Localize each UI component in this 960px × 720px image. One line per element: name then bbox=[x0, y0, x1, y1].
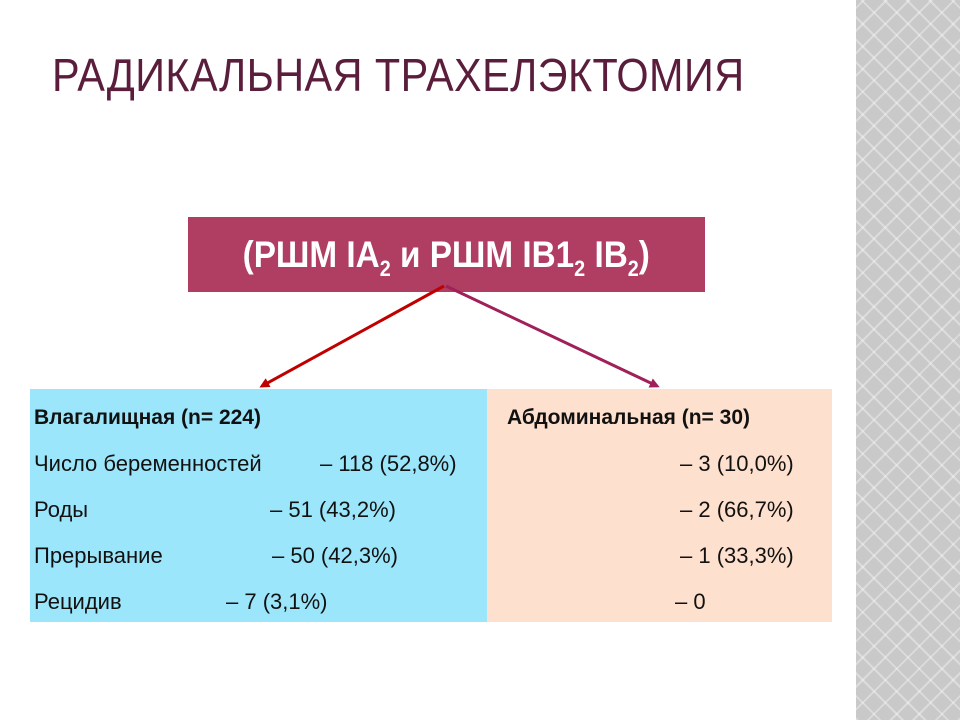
abdominal-value-recurrence: – 0 bbox=[675, 589, 706, 614]
abdominal-panel: Абдоминальная (n= 30) – 3 (10,0%) – 2 (6… bbox=[487, 389, 832, 622]
row-label-terminations: Прерывание bbox=[34, 543, 163, 568]
stage-part-2: и РШМ IB1 bbox=[390, 233, 575, 275]
arrow-right bbox=[445, 284, 660, 388]
abdominal-value-terminations: – 1 (33,3%) bbox=[680, 543, 794, 568]
row-value-pregnancies: – 118 (52,8%) bbox=[320, 451, 457, 476]
stage-sub-1: 2 bbox=[379, 255, 391, 281]
stage-text: (РШМ IA2 и РШМ IB12 IB2) bbox=[242, 233, 651, 280]
row-value-births: – 51 (43,2%) bbox=[270, 497, 396, 522]
stage-sub-2: 2 bbox=[574, 255, 586, 281]
stage-part-4: ) bbox=[639, 233, 651, 275]
row-label-recurrence: Рецидив bbox=[34, 589, 122, 614]
vaginal-panel: Влагалищная (n= 224) Число беременностей… bbox=[30, 389, 487, 622]
stage-box: (РШМ IA2 и РШМ IB12 IB2) bbox=[188, 217, 705, 292]
slide-title: РАДИКАЛЬНАЯ ТРАХЕЛЭКТОМИЯ bbox=[52, 49, 745, 101]
vaginal-header: Влагалищная (n= 224) bbox=[34, 406, 261, 429]
row-value-terminations: – 50 (42,3%) bbox=[272, 543, 398, 568]
stage-part-3: IB bbox=[585, 233, 629, 275]
stage-part-1: (РШМ IA bbox=[242, 233, 380, 275]
abdominal-value-pregnancies: – 3 (10,0%) bbox=[680, 451, 794, 476]
abdominal-value-births: – 2 (66,7%) bbox=[680, 497, 794, 522]
row-label-births: Роды bbox=[34, 497, 89, 522]
row-value-recurrence: – 7 (3,1%) bbox=[226, 589, 328, 614]
row-label-pregnancies: Число беременностей bbox=[34, 451, 262, 476]
stage-sub-3: 2 bbox=[628, 255, 640, 281]
abdominal-header: Абдоминальная (n= 30) bbox=[507, 406, 750, 429]
arrow-left bbox=[259, 284, 445, 388]
side-decorative-pattern bbox=[856, 0, 960, 720]
